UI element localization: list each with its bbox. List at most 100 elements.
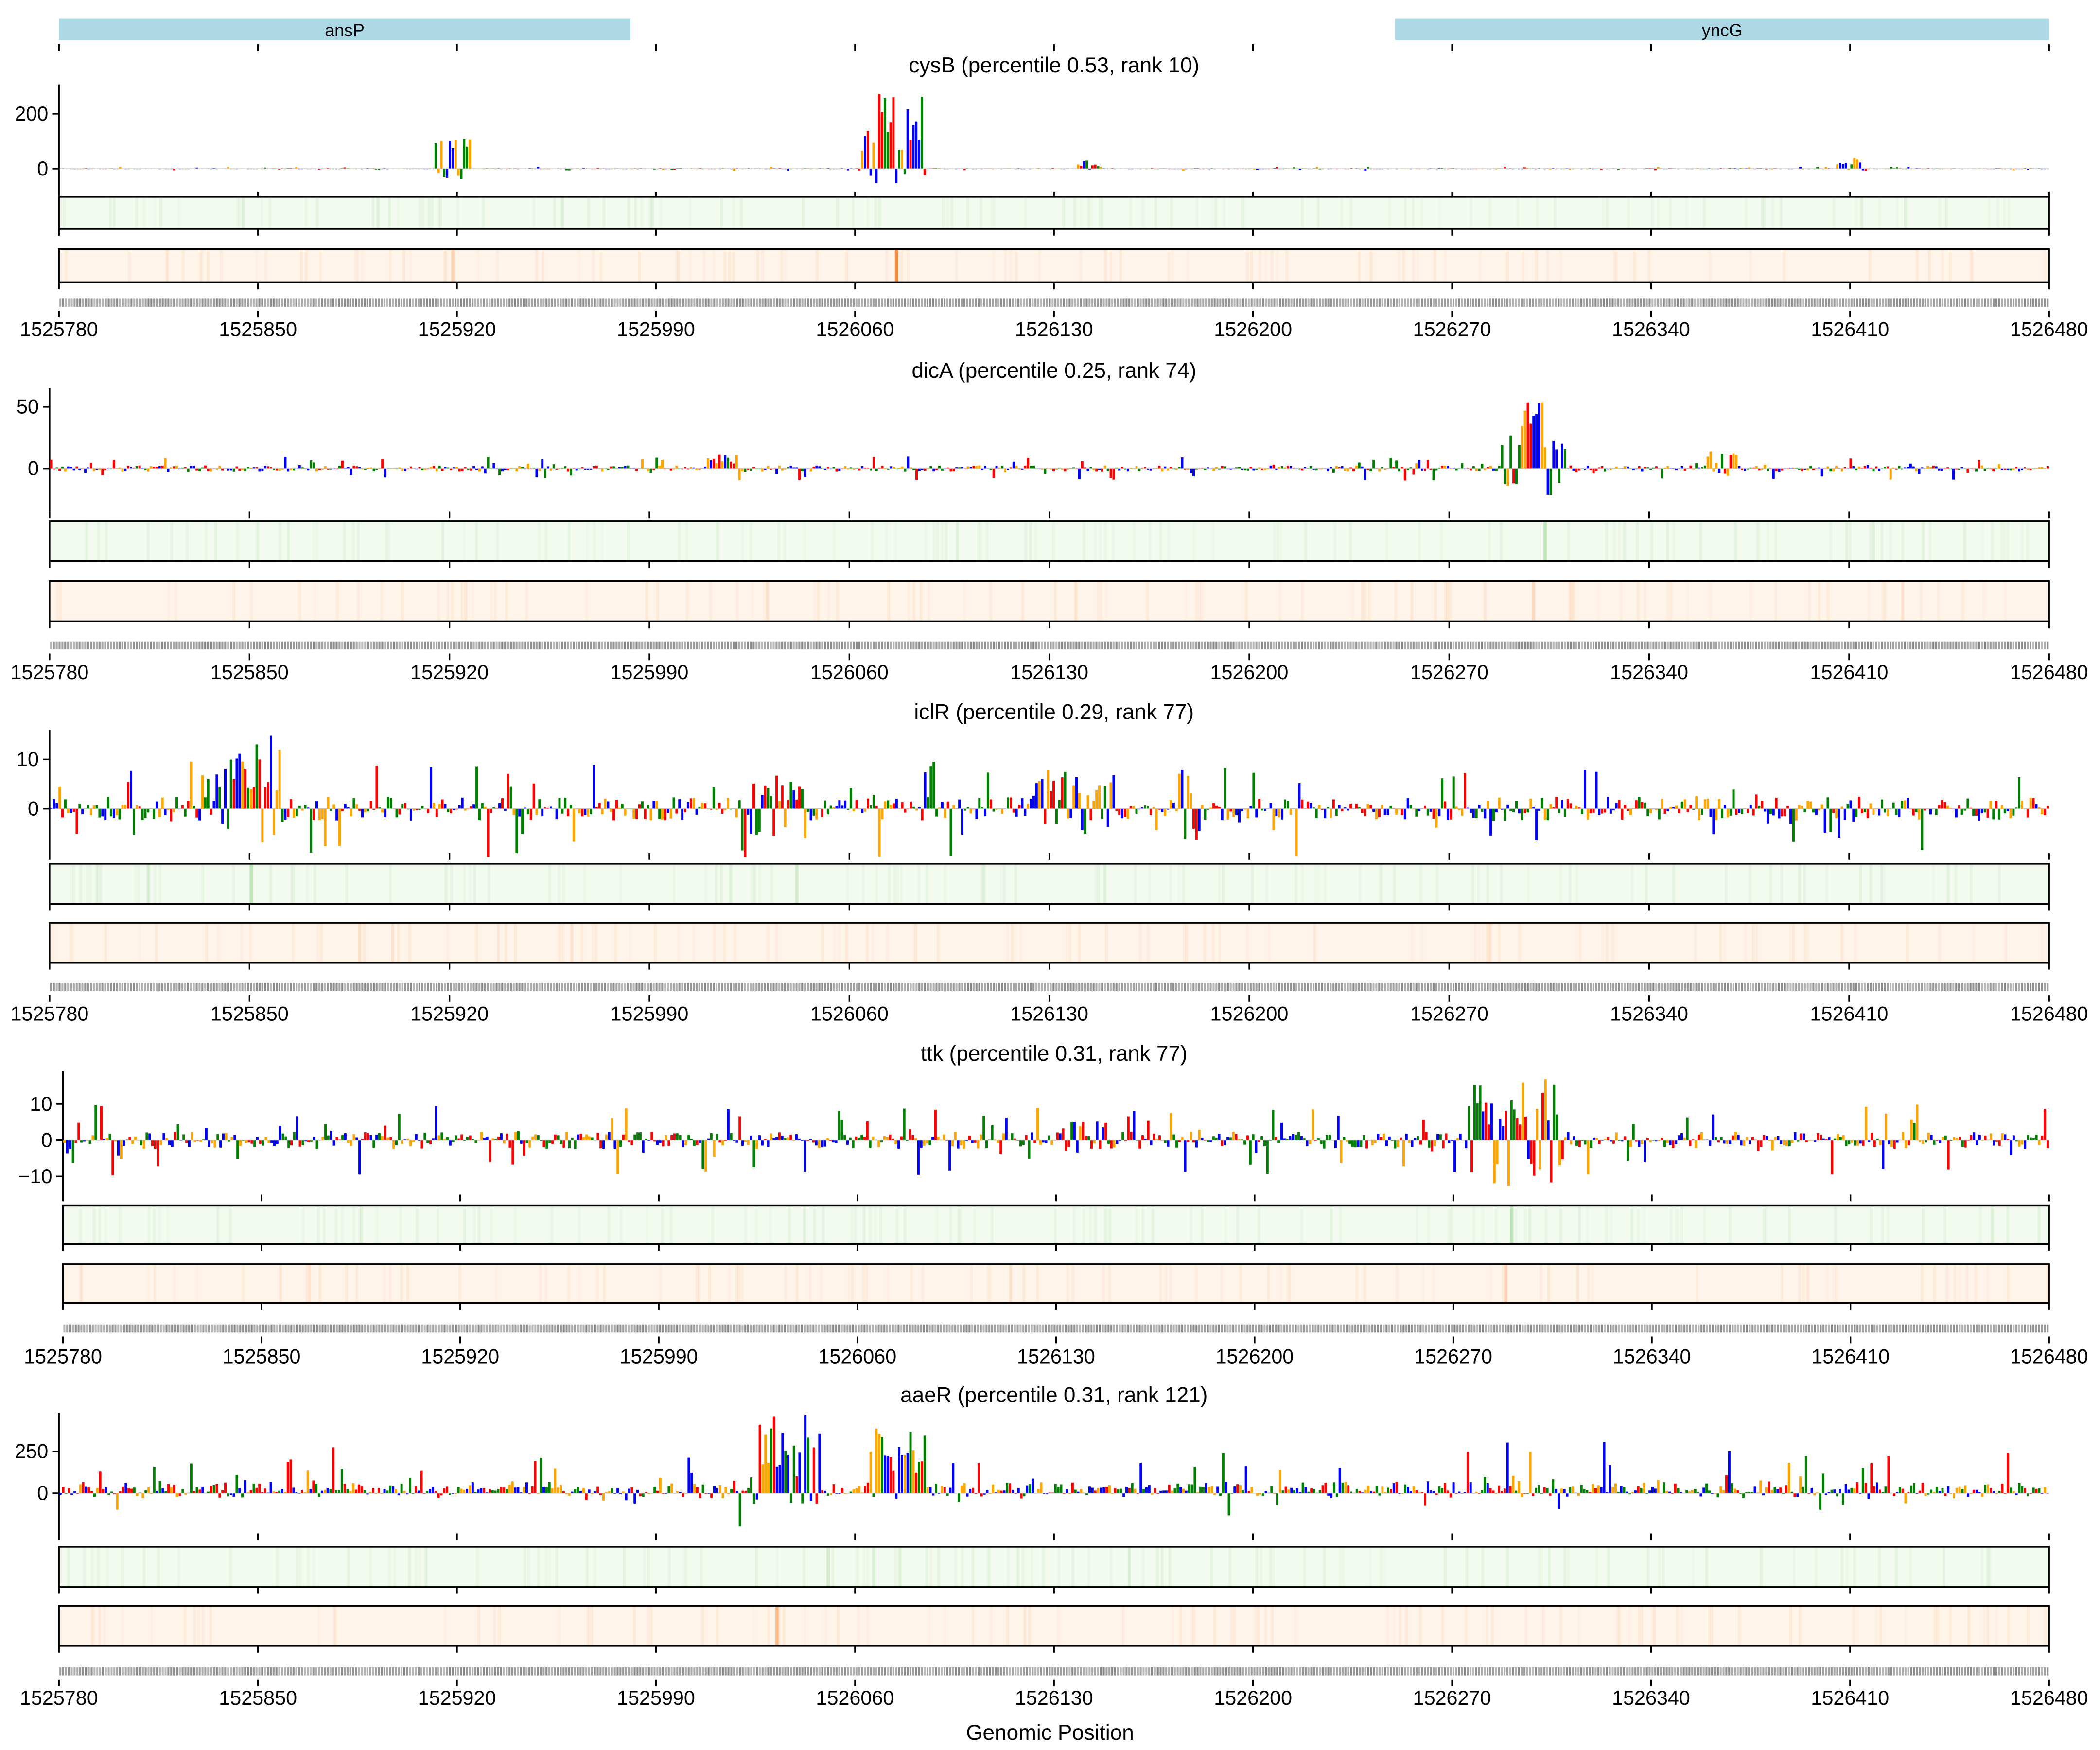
attribution-cell: [586, 521, 589, 561]
logo-letter-A: [184, 467, 187, 469]
sequence-base: [764, 983, 766, 991]
sequence-base: [1438, 983, 1440, 991]
prediction-cell: [1203, 923, 1207, 963]
logo-letter-C: [587, 468, 590, 470]
sequence-base: [1226, 983, 1229, 991]
prediction-cell: [1854, 923, 1857, 963]
sequence-base: [1030, 641, 1032, 650]
attribution-cell: [1435, 863, 1439, 904]
prediction-heatmap-bg: [49, 923, 2049, 963]
attribution-cell: [1211, 196, 1215, 229]
sequence-base: [684, 983, 686, 991]
logo-letter-A: [915, 468, 918, 480]
prediction-cell: [232, 581, 235, 622]
sequence-base: [1975, 641, 1978, 650]
sequence-base: [253, 641, 255, 650]
sequence-base: [929, 983, 932, 991]
sequence-base: [289, 298, 292, 307]
logo-letter-C: [1364, 468, 1366, 481]
attribution-cell: [463, 863, 466, 904]
logo-letter-A: [1569, 803, 1572, 809]
sequence-base: [113, 298, 116, 307]
logo-letter-A: [1503, 166, 1506, 169]
sequence-base: [1544, 983, 1546, 991]
sequence-base: [1409, 983, 1412, 991]
logo-letter-C: [1907, 167, 1910, 169]
logo-letter-C: [344, 804, 347, 809]
attribution-cell: [1477, 863, 1480, 904]
sequence-base: [64, 641, 67, 650]
sequence-base: [1615, 983, 1618, 991]
sequence-base: [1015, 298, 1017, 307]
logo-letter-C: [750, 808, 752, 834]
attribution-cell: [1379, 863, 1382, 904]
attribution-highlight: [249, 863, 253, 904]
sequence-base: [192, 641, 195, 650]
logo-letter-C: [347, 467, 350, 469]
sequence-base: [738, 641, 741, 650]
sequence-base: [413, 641, 415, 650]
sequence-base: [639, 298, 642, 307]
sequence-base: [1164, 983, 1166, 991]
y-tick-label: 200: [15, 103, 48, 125]
sequence-base: [2024, 641, 2026, 650]
sequence-base: [1168, 298, 1171, 307]
sequence-base: [1529, 298, 1531, 307]
sequence-base: [1972, 641, 1975, 650]
sequence-base: [858, 298, 860, 307]
sequence-base: [503, 298, 505, 307]
attribution-cell: [279, 521, 282, 561]
sequence-base: [1658, 641, 1661, 650]
sequence-base: [1392, 641, 1395, 650]
attribution-cell: [770, 863, 773, 904]
sequence-base: [124, 641, 126, 650]
sequence-base: [413, 983, 415, 991]
sequence-base: [1801, 983, 1803, 991]
logo-letter-A: [1886, 466, 1889, 469]
logo-letter-A: [1091, 165, 1094, 169]
sequence-base: [1589, 298, 1591, 307]
sequence-base: [1741, 983, 1743, 991]
logo-letter-C: [472, 466, 475, 469]
logo-letter-G: [864, 808, 867, 812]
prediction-cell: [775, 923, 778, 963]
logo-letter-T: [927, 797, 929, 809]
logo-letter-C: [1098, 468, 1101, 470]
logo-letter-A: [921, 808, 924, 821]
logo-letter-C: [695, 808, 698, 815]
sequence-base: [1992, 641, 1995, 650]
logo-letter-G: [1067, 808, 1069, 819]
attribution-cell: [1195, 196, 1199, 229]
prediction-cell: [1245, 581, 1248, 622]
logo-letter-G: [1004, 468, 1007, 472]
sequence-base: [440, 298, 442, 307]
logo-letter-C: [1126, 468, 1129, 472]
sequence-base: [1162, 298, 1165, 307]
logo-letter-A: [1526, 402, 1529, 469]
attribution-cell: [430, 196, 434, 229]
sequence-base: [1842, 298, 1844, 307]
attribution-cell: [388, 196, 391, 229]
logo-letter-T: [1512, 808, 1515, 812]
logo-letter-T: [1769, 808, 1772, 814]
attribution-heatmap-bg: [49, 521, 2049, 561]
attribution-cell: [1002, 863, 1006, 904]
attribution-cell: [956, 521, 959, 561]
sequence-base: [986, 298, 988, 307]
sequence-base: [1147, 641, 1149, 650]
logo-letter-C: [1172, 803, 1175, 809]
attribution-cell: [421, 196, 424, 229]
sequence-base: [692, 641, 695, 650]
logo-letter-A: [752, 467, 755, 469]
logo-letter-C: [1818, 467, 1820, 469]
sequence-base: [1501, 983, 1503, 991]
sequence-base: [1172, 983, 1175, 991]
sequence-base: [693, 298, 696, 307]
sequence-base: [784, 641, 787, 650]
logo-letter-T: [246, 467, 249, 469]
logo-letter-A: [1638, 466, 1641, 469]
logo-letter-G: [1526, 168, 1529, 169]
prediction-cell: [52, 923, 54, 963]
logo-letter-T: [1850, 164, 1853, 169]
sequence-base: [335, 641, 338, 650]
